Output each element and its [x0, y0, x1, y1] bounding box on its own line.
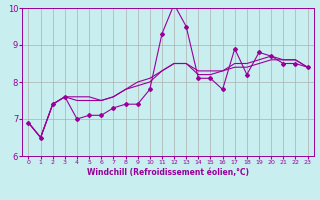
X-axis label: Windchill (Refroidissement éolien,°C): Windchill (Refroidissement éolien,°C) — [87, 168, 249, 177]
